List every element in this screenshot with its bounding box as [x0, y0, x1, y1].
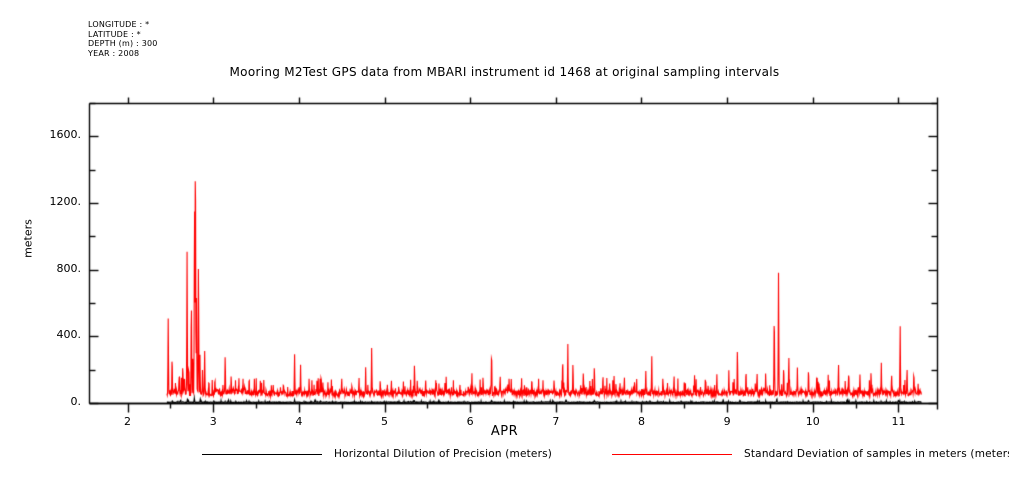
- y-tick-label: 400.: [56, 328, 82, 342]
- x-tick-label: 8: [637, 415, 645, 428]
- x-tick-label: 9: [723, 415, 731, 428]
- y-tick-label: 1200.: [49, 195, 82, 208]
- y-tick-label: 1600.: [49, 128, 82, 142]
- legend-entry-stddev: Standard Deviation of samples in meters …: [612, 448, 1009, 460]
- legend-swatch-hdop: [202, 453, 322, 455]
- x-tick-label: 5: [381, 415, 388, 428]
- x-tick-label: 6: [466, 415, 474, 428]
- legend-label-hdop: Horizontal Dilution of Precision (meters…: [334, 448, 553, 460]
- x-tick-label: 2: [124, 415, 132, 428]
- x-tick-label: 4: [295, 415, 303, 428]
- legend-label-stddev: Standard Deviation of samples in meters …: [744, 448, 1009, 460]
- y-tick-label: 800.: [56, 261, 82, 275]
- chart-legend: Horizontal Dilution of Precision (meters…: [0, 448, 1009, 470]
- x-tick-label: 11: [891, 415, 906, 428]
- x-tick-label: 10: [805, 415, 820, 428]
- x-tick-label: 7: [552, 415, 560, 428]
- legend-swatch-stddev: [612, 453, 732, 455]
- y-tick-label: 0.: [70, 395, 82, 408]
- x-tick-label: 3: [209, 415, 217, 428]
- x-axis-label: APR: [490, 424, 519, 439]
- legend-entry-hdop: Horizontal Dilution of Precision (meters…: [202, 448, 552, 460]
